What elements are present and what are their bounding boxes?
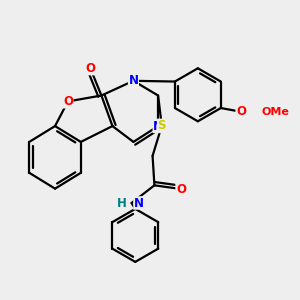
Text: OMe: OMe: [261, 107, 289, 117]
Text: O: O: [63, 95, 73, 108]
Text: N: N: [134, 196, 143, 209]
Text: O: O: [85, 62, 95, 75]
Text: N: N: [153, 120, 163, 133]
Text: S: S: [158, 119, 166, 132]
Text: O: O: [176, 182, 186, 196]
Text: O: O: [236, 105, 246, 118]
Text: N: N: [128, 74, 138, 87]
Text: H: H: [117, 196, 127, 209]
